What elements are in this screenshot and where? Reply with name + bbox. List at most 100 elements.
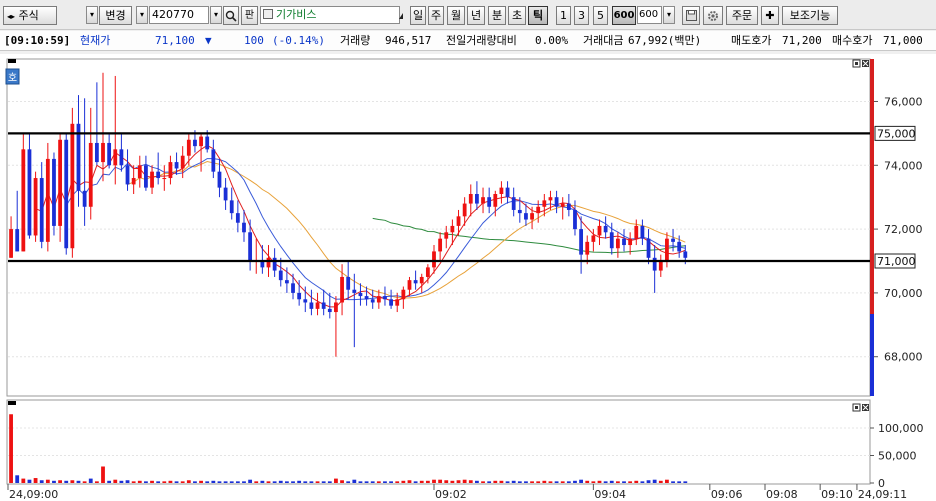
period-tick-button[interactable]: 틱 xyxy=(528,6,548,25)
candle-up xyxy=(101,142,105,163)
change-button[interactable]: 변경 xyxy=(99,6,132,25)
volume-pane-marker-icon xyxy=(8,401,16,405)
ma20-line xyxy=(127,160,686,299)
order-button[interactable]: 주문 xyxy=(726,6,758,25)
volume-bar xyxy=(297,480,302,483)
candle-down xyxy=(156,171,161,179)
market-select-label: 주식 xyxy=(18,9,39,22)
time-tick-label: 09:02 xyxy=(435,488,467,501)
volume-bar xyxy=(131,481,136,483)
volume-bar xyxy=(573,480,577,483)
volume-bar xyxy=(340,480,344,483)
volume-bar xyxy=(432,479,436,483)
candle-up xyxy=(334,302,338,313)
quote-badge-label: 호 xyxy=(8,72,17,84)
quote-badge[interactable] xyxy=(5,68,20,85)
change-dropdown-icon[interactable]: ▾ xyxy=(86,6,98,24)
market-select[interactable]: ◂▸ 주식 xyxy=(3,6,57,25)
volume-bar xyxy=(45,479,50,483)
bid-price: 71,000 xyxy=(883,34,923,47)
corner-dropdown-icon[interactable] xyxy=(399,13,403,19)
code-list-dropdown-icon[interactable]: ▾ xyxy=(210,6,222,24)
period-second-button[interactable]: 초 xyxy=(508,6,526,25)
candle-up xyxy=(560,203,565,207)
tick-5-button[interactable]: 5 xyxy=(593,6,608,25)
price-pane-window-icons[interactable] xyxy=(852,59,869,68)
candle-up xyxy=(481,197,485,204)
candle-down xyxy=(358,292,363,297)
period-minute-button[interactable]: 분 xyxy=(488,6,506,25)
volume-bar xyxy=(248,479,253,483)
horizontal-line-label-box xyxy=(874,125,916,141)
tick-3-button[interactable]: 3 xyxy=(574,6,589,25)
volume-bar xyxy=(358,481,363,483)
candle-up xyxy=(58,139,63,226)
volume-bar xyxy=(107,480,112,483)
candle-down xyxy=(487,197,492,207)
candle-up xyxy=(315,302,320,309)
volume-bar xyxy=(168,480,173,483)
candle-up xyxy=(113,149,118,166)
candle-up xyxy=(536,206,541,214)
period-month-button[interactable]: 월 xyxy=(447,6,465,25)
tick-600-button[interactable]: 600 xyxy=(612,6,636,25)
volume-bar xyxy=(321,481,326,483)
volume-bar xyxy=(560,481,565,483)
candle-down xyxy=(346,276,351,290)
candle-down xyxy=(603,225,608,233)
volume-bar xyxy=(125,480,130,483)
volume-bar xyxy=(235,481,240,483)
candle-down xyxy=(413,280,418,284)
candle-down xyxy=(27,149,32,236)
time-tick-label: 09:10 xyxy=(821,488,853,501)
candle-up xyxy=(407,280,412,290)
price-tick-label: 72,000 xyxy=(884,223,923,236)
stock-code-input[interactable]: 420770 xyxy=(149,6,209,24)
volume-bar xyxy=(615,481,620,483)
period-year-button[interactable]: 년 xyxy=(467,6,485,25)
volume-bar xyxy=(450,480,455,483)
candle-down xyxy=(389,299,393,306)
candle-down xyxy=(622,238,626,246)
candle-down xyxy=(677,241,682,252)
tick-count-input[interactable]: 600 xyxy=(637,6,662,24)
tick-count-dropdown-icon[interactable]: ▾ xyxy=(663,6,675,24)
volume-bar xyxy=(199,480,203,483)
volume-pane-window-icons[interactable] xyxy=(852,403,869,412)
price-change-percent: (-0.14%) xyxy=(272,34,325,47)
save-icon[interactable] xyxy=(682,6,700,25)
code-dropdown-icon[interactable]: ▾ xyxy=(136,6,148,24)
search-icon[interactable] xyxy=(223,6,239,25)
horizontal-lines[interactable]: 75,000 71,000 xyxy=(8,125,916,269)
volume-bar xyxy=(554,481,559,483)
candle-up xyxy=(530,213,534,220)
chart-area[interactable]: 호 75,000 71,000 76,000 74,000 72,000 70,000 6… xyxy=(0,54,936,501)
candle-down xyxy=(364,296,369,300)
time-axis: 24,09:00 09:02 09:04 09:06 09:08 09:10 24,09:1… xyxy=(7,484,907,501)
volume-bar xyxy=(260,480,265,483)
volume-bar xyxy=(180,481,185,483)
candle-down xyxy=(94,142,99,163)
price-chart-svg[interactable]: 호 75,000 71,000 76,000 74,000 72,000 70,000 6… xyxy=(0,54,936,501)
tick-1-button[interactable]: 1 xyxy=(556,6,571,25)
period-week-button[interactable]: 주 xyxy=(428,6,444,25)
settings-gear-icon[interactable] xyxy=(703,6,723,25)
candle-up xyxy=(199,136,203,147)
add-plus-icon[interactable]: ✚ xyxy=(761,6,779,25)
volume-bar xyxy=(315,481,320,483)
toolbar: ◂▸ 주식 ▾ 변경 ▾ 420770 ▾ 판 기가비스 일 주 월 년 분 초… xyxy=(0,0,936,30)
candle-down xyxy=(309,302,314,309)
volume-bar xyxy=(652,479,657,483)
pan-button[interactable]: 판 xyxy=(241,6,258,25)
volume-bar xyxy=(389,481,393,483)
aux-function-button[interactable]: 보조기능 xyxy=(782,6,838,25)
candle-up xyxy=(419,276,424,284)
period-day-button[interactable]: 일 xyxy=(410,6,426,25)
candle-up xyxy=(591,235,596,242)
volume-bar xyxy=(376,481,381,483)
stock-name: 기가비스 xyxy=(276,8,317,21)
current-price-label: 현재가 xyxy=(80,34,111,47)
stock-name-field[interactable]: 기가비스 xyxy=(260,6,400,24)
horizontal-line-label: 75,000 xyxy=(877,127,916,140)
price-pane xyxy=(6,58,871,397)
